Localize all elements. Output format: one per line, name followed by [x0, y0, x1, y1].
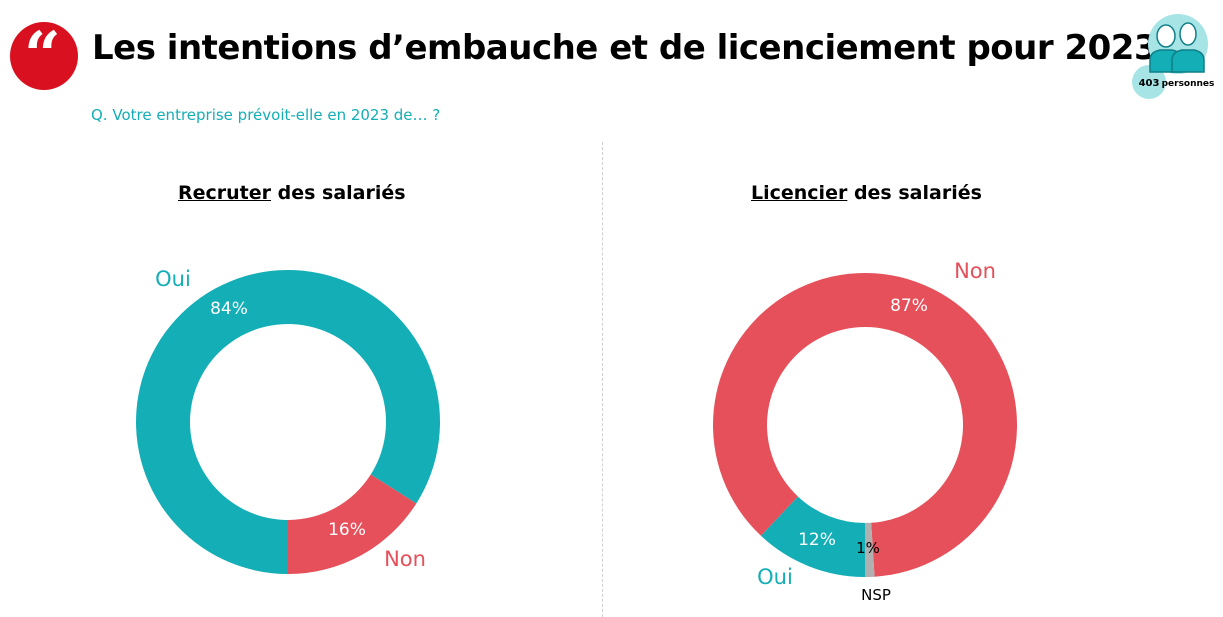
category-label-non: Non — [384, 547, 426, 571]
data-label-nsp: 1% — [856, 539, 880, 557]
category-label-oui: Oui — [757, 565, 793, 589]
donut-slice-non — [288, 474, 417, 574]
category-label-non: Non — [954, 259, 996, 283]
sample-label: personnes — [1162, 79, 1215, 89]
category-label-oui: Oui — [155, 267, 191, 291]
data-label-oui: 12% — [798, 530, 836, 550]
data-label-non: 16% — [328, 520, 366, 540]
sample-count: 403 — [1139, 78, 1160, 89]
question-text: Q. Votre entreprise prévoit-elle en 2023… — [91, 106, 441, 124]
divider — [602, 142, 603, 617]
data-label-non: 87% — [890, 296, 928, 316]
data-label-oui: 84% — [210, 299, 248, 319]
sample-badge: 403 personnes — [1128, 12, 1223, 102]
chart-title-recruit: Recruter des salariés — [178, 182, 406, 204]
page-title: Les intentions d’embauche et de licencie… — [92, 28, 1158, 68]
donut-slice-oui — [760, 496, 865, 577]
donut-slice-non — [713, 273, 1017, 577]
people-icon: 403 personnes — [1132, 14, 1215, 99]
quote-icon: “ — [10, 22, 78, 90]
donut-slice-nsp — [865, 522, 875, 577]
donut-slice-oui — [136, 270, 440, 575]
category-label-nsp: NSP — [861, 586, 891, 604]
chart-title-dismiss: Licencier des salariés — [751, 182, 982, 204]
